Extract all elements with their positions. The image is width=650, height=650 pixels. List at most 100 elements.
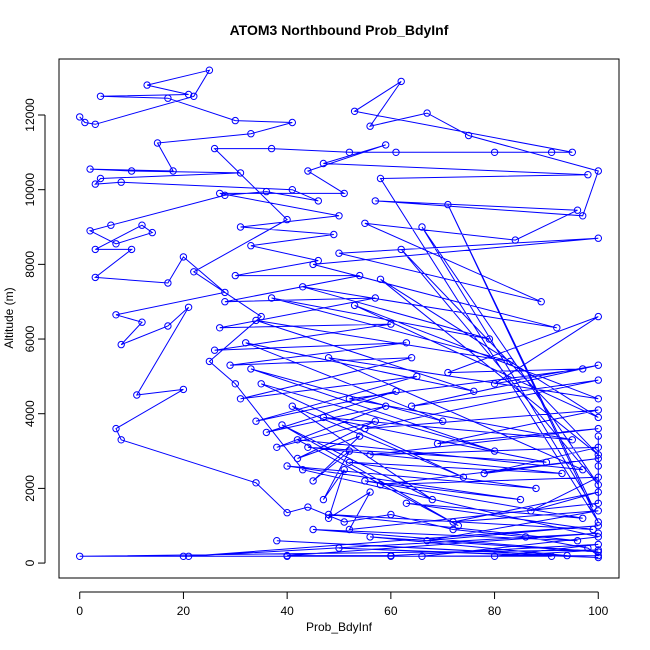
data-point xyxy=(117,436,125,444)
data-point xyxy=(293,454,302,463)
data-point xyxy=(397,77,405,86)
chart-title: ATOM3 Northbound Prob_BdyInf xyxy=(230,22,449,38)
data-point xyxy=(366,451,374,459)
data-point xyxy=(96,92,105,101)
data-point xyxy=(371,294,379,302)
data-point xyxy=(558,469,566,478)
data-point xyxy=(423,537,431,545)
series-line xyxy=(79,69,600,558)
data-point xyxy=(231,271,240,280)
data-point xyxy=(579,365,587,373)
data-point xyxy=(573,537,582,545)
data-point xyxy=(91,120,100,129)
data-point xyxy=(76,552,84,560)
y-tick-label: 12000 xyxy=(23,98,37,132)
data-point xyxy=(589,525,597,534)
data-point xyxy=(190,92,198,101)
data-point xyxy=(335,544,343,552)
data-point xyxy=(309,477,317,485)
data-point xyxy=(335,249,343,257)
data-point xyxy=(449,525,457,534)
data-point xyxy=(579,514,587,522)
data-point xyxy=(288,402,296,410)
data-point xyxy=(283,462,291,470)
data-point xyxy=(516,495,525,504)
data-point xyxy=(278,421,286,429)
data-point xyxy=(579,212,587,220)
data-point xyxy=(309,260,317,269)
data-point xyxy=(350,107,359,116)
y-tick-label: 2000 xyxy=(23,475,37,502)
data-point xyxy=(319,495,328,504)
data-point xyxy=(594,312,602,321)
data-point xyxy=(382,141,390,149)
data-point xyxy=(397,245,405,254)
data-point xyxy=(283,509,291,517)
data-point xyxy=(216,189,224,198)
data-point xyxy=(91,180,100,188)
x-tick-label: 40 xyxy=(280,604,294,618)
data-point xyxy=(366,122,374,130)
data-point xyxy=(594,553,602,562)
data-point xyxy=(407,354,416,362)
data-point xyxy=(138,221,146,229)
data-point xyxy=(542,458,551,466)
data-point xyxy=(345,148,354,157)
data-point xyxy=(594,451,602,459)
data-point xyxy=(169,167,177,175)
data-point xyxy=(361,219,369,228)
data-point xyxy=(288,118,296,127)
data-point xyxy=(459,473,468,481)
data-point xyxy=(506,357,514,366)
data-point xyxy=(247,365,255,373)
data-point xyxy=(433,439,442,448)
data-point xyxy=(594,522,602,530)
data-point xyxy=(133,391,141,399)
data-point xyxy=(464,131,473,140)
data-point xyxy=(112,424,120,433)
y-tick-label: 8000 xyxy=(23,251,37,278)
data-point xyxy=(584,171,592,179)
data-point xyxy=(387,551,395,560)
data-point xyxy=(179,552,188,560)
data-point xyxy=(148,228,157,237)
y-tick-label: 6000 xyxy=(23,325,37,352)
data-point xyxy=(112,240,120,248)
data-point xyxy=(304,167,312,175)
data-point xyxy=(356,271,364,280)
data-point xyxy=(236,395,245,403)
data-point xyxy=(594,540,602,549)
data-point xyxy=(117,178,125,186)
data-point xyxy=(252,417,260,425)
data-point xyxy=(273,443,281,451)
data-point xyxy=(231,116,240,125)
data-point xyxy=(86,227,94,235)
data-point xyxy=(340,466,348,474)
data-point xyxy=(324,354,333,362)
data-point xyxy=(184,552,193,560)
data-point xyxy=(283,551,291,560)
data-point xyxy=(107,221,115,229)
data-point xyxy=(164,94,172,102)
data-point xyxy=(594,529,602,537)
data-point xyxy=(205,66,214,74)
x-tick-label: 80 xyxy=(488,604,502,618)
data-point xyxy=(366,533,374,541)
data-point xyxy=(164,322,172,330)
data-point xyxy=(418,223,426,231)
data-point xyxy=(480,469,488,478)
data-point xyxy=(330,230,338,239)
data-point xyxy=(319,413,328,422)
data-point xyxy=(190,268,198,276)
data-point xyxy=(205,357,214,366)
data-point xyxy=(273,537,281,545)
data-point xyxy=(527,507,535,515)
data-point xyxy=(164,279,172,287)
data-point xyxy=(444,200,452,209)
data-point xyxy=(371,417,379,425)
data-point xyxy=(86,165,94,173)
data-point xyxy=(231,380,240,388)
data-point xyxy=(490,380,499,388)
data-point xyxy=(345,458,354,466)
data-point xyxy=(267,144,276,153)
